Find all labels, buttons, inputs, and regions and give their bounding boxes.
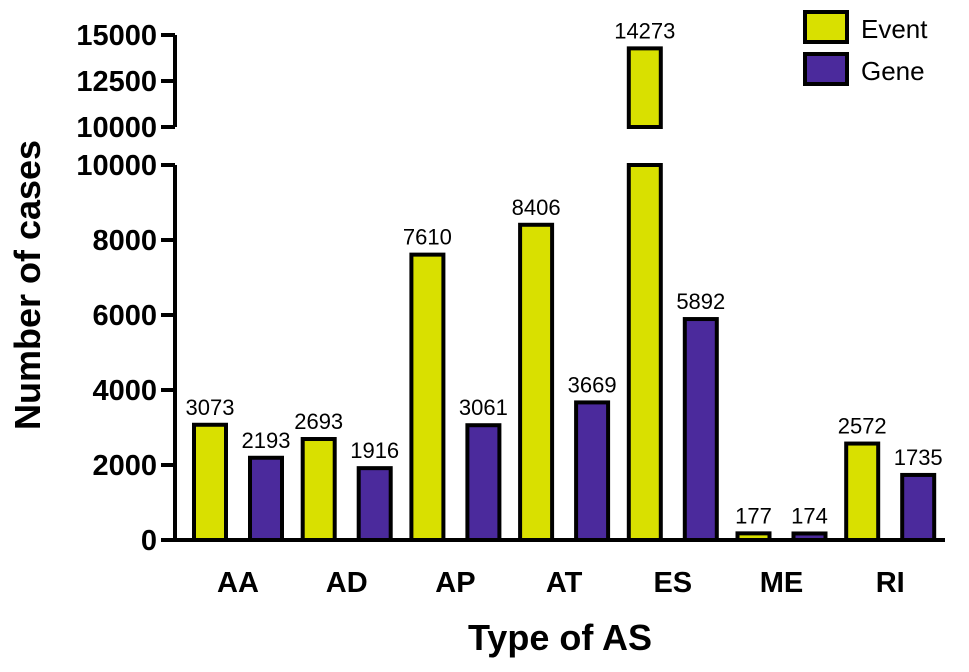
bar-gene: [356, 466, 393, 542]
axes: 0 2000 4000 6000 8000 10000 10000 12500 15000 AA A…: [76, 20, 945, 599]
x-tick-label: RI: [876, 567, 905, 599]
data-label: 3061: [459, 395, 508, 420]
y-tick-label: 6000: [92, 300, 157, 332]
data-label: 14273: [614, 18, 675, 43]
y-tick-label: 4000: [92, 375, 157, 407]
data-label: 3073: [186, 395, 235, 420]
legend-swatch-gene: [803, 52, 849, 86]
x-tick-label: AA: [217, 567, 259, 599]
data-label: 5892: [676, 289, 725, 314]
legend-swatch-event: [803, 10, 849, 44]
x-tick-label: ME: [760, 567, 804, 599]
x-axis-title: Type of AS: [468, 617, 652, 658]
legend-label-gene: Gene: [861, 56, 925, 86]
x-tick-label: AP: [435, 567, 475, 599]
data-label: 2693: [294, 409, 343, 434]
data-label: 8406: [512, 195, 561, 220]
data-label: 1916: [350, 438, 399, 463]
bar-gene: [682, 317, 719, 542]
y-tick-label: 12500: [76, 66, 157, 98]
bar-gene: [900, 472, 937, 542]
y-axis-title: Number of cases: [7, 140, 48, 430]
x-tick-label: AD: [326, 567, 368, 599]
bar-event: [735, 531, 772, 542]
bar-event: [409, 252, 446, 542]
data-label: 3669: [568, 372, 617, 397]
bar-event-upper: [626, 46, 663, 129]
bar-event: [300, 437, 337, 543]
data-label: 177: [735, 503, 772, 528]
x-tick-label: ES: [653, 567, 692, 599]
legend-label-event: Event: [861, 14, 928, 44]
bar-event: [844, 441, 881, 542]
y-tick-label: 8000: [92, 225, 157, 257]
bar-event: [518, 222, 555, 542]
data-label: 7610: [403, 225, 452, 250]
bar-gene: [248, 455, 284, 543]
data-label: 2572: [838, 414, 887, 439]
y-tick-label: 2000: [92, 450, 157, 482]
y-tick-label: 10000: [76, 112, 157, 144]
legend: Event Gene: [803, 10, 928, 86]
x-tick-label: AT: [546, 567, 583, 599]
y-tick-label: 0: [141, 525, 157, 557]
y-tick-label: 15000: [76, 20, 157, 52]
bar-gene: [574, 400, 611, 542]
bars: [192, 46, 937, 543]
y-tick-label: 10000: [76, 150, 157, 182]
axis-break-gap: [625, 129, 664, 163]
bar-gene: [791, 531, 828, 542]
bar-event: [192, 422, 228, 543]
bar-event-lower: [626, 163, 663, 542]
data-label: 174: [791, 503, 828, 528]
data-label: 1735: [894, 445, 943, 470]
data-label: 2193: [242, 428, 291, 453]
bar-gene: [465, 423, 502, 542]
